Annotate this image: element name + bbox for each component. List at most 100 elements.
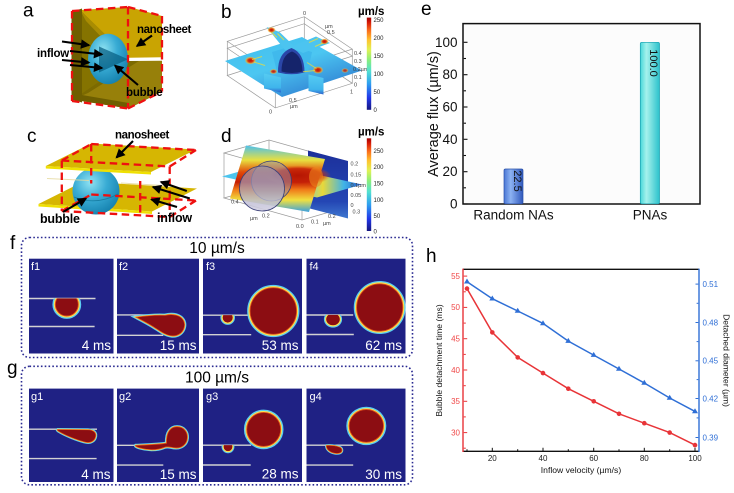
svg-text:20: 20 xyxy=(488,454,497,463)
svg-text:g4: g4 xyxy=(310,391,322,403)
svg-text:Bubble detachment time (ms): Bubble detachment time (ms) xyxy=(434,304,444,416)
svg-text:c: c xyxy=(27,126,37,147)
svg-text:f1: f1 xyxy=(31,261,40,273)
svg-text:0.3: 0.3 xyxy=(353,210,361,216)
svg-text:0: 0 xyxy=(450,197,458,212)
svg-text:250: 250 xyxy=(374,149,385,155)
svg-text:0.2: 0.2 xyxy=(328,214,336,220)
svg-text:d: d xyxy=(221,126,232,147)
svg-text:f3: f3 xyxy=(206,261,215,273)
svg-text:g2: g2 xyxy=(119,391,131,403)
svg-text:30 ms: 30 ms xyxy=(365,467,402,482)
svg-text:Average flux (µm/s): Average flux (µm/s) xyxy=(426,51,442,177)
svg-text:1: 1 xyxy=(350,90,353,96)
svg-text:Inflow velocity (µm/s): Inflow velocity (µm/s) xyxy=(541,465,622,475)
svg-text:100: 100 xyxy=(435,35,458,50)
svg-text:Random NAs: Random NAs xyxy=(473,208,554,223)
svg-text:0.5: 0.5 xyxy=(327,30,335,36)
svg-text:0.4: 0.4 xyxy=(354,51,362,57)
svg-text:0.3: 0.3 xyxy=(354,59,362,65)
svg-text:f4: f4 xyxy=(310,261,319,273)
svg-text:0.15: 0.15 xyxy=(351,173,362,179)
svg-text:0.2µm: 0.2µm xyxy=(353,67,369,73)
svg-text:0.4: 0.4 xyxy=(231,200,239,206)
svg-text:Detached diameter (µm): Detached diameter (µm) xyxy=(722,314,732,407)
svg-text:nanosheet: nanosheet xyxy=(137,24,191,36)
svg-text:nanosheet: nanosheet xyxy=(115,130,169,142)
svg-text:53 ms: 53 ms xyxy=(262,338,299,353)
svg-text:h: h xyxy=(426,246,437,267)
svg-text:0.1: 0.1 xyxy=(311,220,319,226)
svg-text:40: 40 xyxy=(451,366,460,375)
svg-text:0: 0 xyxy=(374,230,378,236)
svg-text:g1: g1 xyxy=(31,391,43,403)
svg-text:inflow: inflow xyxy=(157,211,192,225)
svg-text:10 µm/s: 10 µm/s xyxy=(189,240,245,257)
svg-text:µm: µm xyxy=(290,104,298,110)
svg-text:20: 20 xyxy=(442,164,457,179)
svg-text:100: 100 xyxy=(374,198,385,204)
svg-text:40: 40 xyxy=(539,454,548,463)
svg-text:55: 55 xyxy=(451,272,460,281)
svg-text:200: 200 xyxy=(374,165,385,171)
svg-text:0.1: 0.1 xyxy=(354,75,362,81)
svg-text:30: 30 xyxy=(451,428,460,437)
svg-text:0.45: 0.45 xyxy=(703,357,719,366)
svg-text:100.0: 100.0 xyxy=(647,49,659,77)
svg-text:0.42: 0.42 xyxy=(703,394,719,403)
svg-text:bubble: bubble xyxy=(126,87,163,99)
svg-text:40: 40 xyxy=(442,132,457,147)
svg-text:0.05: 0.05 xyxy=(351,193,362,199)
svg-text:µm: µm xyxy=(250,216,258,222)
svg-text:250: 250 xyxy=(374,18,385,24)
svg-text:0.2: 0.2 xyxy=(351,162,359,168)
svg-text:b: b xyxy=(221,2,232,23)
svg-text:0.2: 0.2 xyxy=(262,214,270,220)
svg-text:0.5: 0.5 xyxy=(289,98,297,104)
svg-text:100: 100 xyxy=(688,454,702,463)
svg-text:62 ms: 62 ms xyxy=(365,338,402,353)
svg-text:0.1µm: 0.1µm xyxy=(351,183,367,189)
svg-text:0.51: 0.51 xyxy=(703,280,719,289)
svg-text:0.48: 0.48 xyxy=(703,318,719,327)
svg-text:45: 45 xyxy=(451,335,460,344)
svg-text:150: 150 xyxy=(374,54,385,60)
svg-text:g: g xyxy=(7,358,18,379)
svg-text:inflow: inflow xyxy=(37,48,69,60)
svg-text:80: 80 xyxy=(442,67,457,82)
svg-text:200: 200 xyxy=(374,36,385,42)
svg-text:60: 60 xyxy=(442,100,457,115)
svg-text:µm: µm xyxy=(323,221,331,227)
svg-text:60: 60 xyxy=(589,454,598,463)
svg-text:µm/s: µm/s xyxy=(358,6,384,18)
svg-text:4 ms: 4 ms xyxy=(82,338,112,353)
svg-text:50: 50 xyxy=(374,214,381,220)
svg-text:f: f xyxy=(10,233,16,254)
svg-text:28 ms: 28 ms xyxy=(262,467,299,482)
svg-text:0: 0 xyxy=(374,108,378,114)
svg-text:g3: g3 xyxy=(206,391,218,403)
svg-text:4 ms: 4 ms xyxy=(81,467,111,482)
svg-text:0.39: 0.39 xyxy=(703,433,719,442)
svg-text:15 ms: 15 ms xyxy=(160,338,197,353)
svg-text:µm: µm xyxy=(325,24,333,30)
svg-text:35: 35 xyxy=(451,397,460,406)
svg-text:0: 0 xyxy=(269,110,272,116)
svg-text:0.0: 0.0 xyxy=(296,224,304,230)
svg-text:15 ms: 15 ms xyxy=(160,467,197,482)
svg-text:PNAs: PNAs xyxy=(633,208,668,223)
svg-text:100: 100 xyxy=(374,72,385,78)
svg-text:80: 80 xyxy=(640,454,649,463)
svg-text:22.5: 22.5 xyxy=(511,170,523,191)
svg-text:50: 50 xyxy=(451,303,460,312)
svg-text:e: e xyxy=(421,0,432,20)
svg-text:µm/s: µm/s xyxy=(358,127,384,139)
svg-text:150: 150 xyxy=(374,182,385,188)
svg-text:bubble: bubble xyxy=(40,212,80,226)
svg-text:0: 0 xyxy=(303,11,306,17)
svg-text:100 µm/s: 100 µm/s xyxy=(185,370,249,387)
svg-text:a: a xyxy=(23,1,34,22)
svg-text:0: 0 xyxy=(351,203,354,209)
svg-text:f2: f2 xyxy=(119,261,128,273)
svg-text:0: 0 xyxy=(354,83,357,89)
